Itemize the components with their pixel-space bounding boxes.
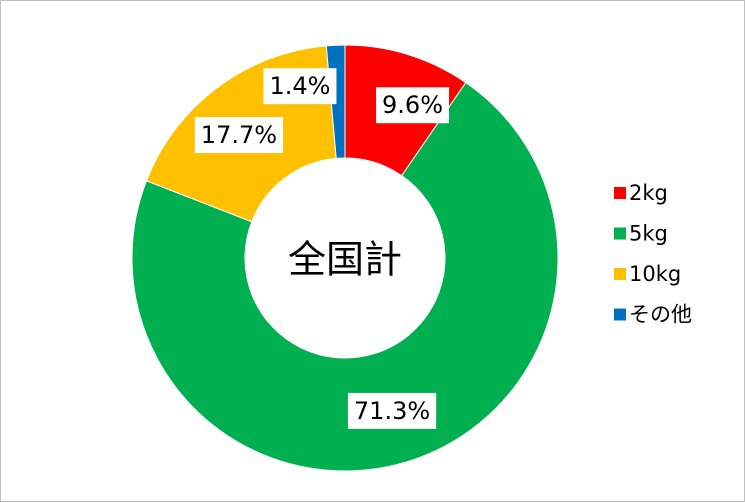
legend-swatch xyxy=(614,227,626,240)
value-label-box xyxy=(376,87,450,124)
value-label-text: 1.4% xyxy=(269,72,330,100)
value-label-box xyxy=(263,68,337,105)
value-label: 1.4% xyxy=(263,68,337,105)
donut-slice xyxy=(131,81,559,472)
center-label: 全国計 xyxy=(288,238,402,282)
value-label: 17.7% xyxy=(194,117,284,154)
value-label-text: 71.3% xyxy=(354,397,430,425)
legend-swatch xyxy=(614,187,626,199)
value-label-box xyxy=(194,117,284,154)
legend-label: 2kg xyxy=(629,181,668,205)
legend-swatch xyxy=(614,308,626,321)
value-label: 71.3% xyxy=(347,392,437,429)
value-label-box xyxy=(347,392,437,429)
legend-label: その他 xyxy=(629,303,692,327)
value-label: 9.6% xyxy=(376,87,450,124)
value-label-text: 9.6% xyxy=(382,91,443,119)
legend-label: 10kg xyxy=(629,262,681,286)
value-label-text: 17.7% xyxy=(201,121,277,149)
legend-label: 5kg xyxy=(629,222,668,246)
legend-swatch xyxy=(614,268,626,280)
